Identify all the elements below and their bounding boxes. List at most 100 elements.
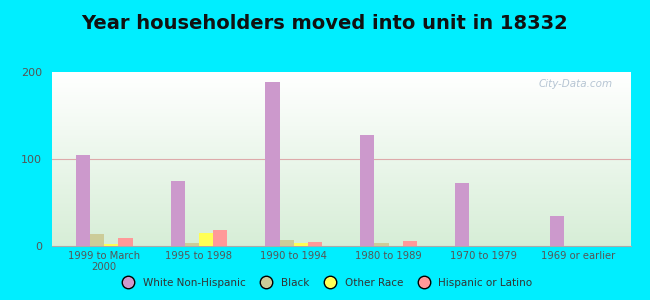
Bar [52,172,630,173]
Bar [52,82,630,83]
Bar [52,204,630,205]
Bar [52,165,630,166]
Bar [294,243,308,246]
Bar [52,105,630,106]
Bar [52,142,630,143]
Bar [90,234,104,246]
Bar [52,115,630,116]
Bar [52,146,630,147]
Bar [52,230,630,231]
Bar [104,244,118,246]
Bar [52,168,630,169]
Bar [52,190,630,191]
Bar [52,92,630,93]
Bar [52,231,630,232]
Bar [52,144,630,145]
Bar [52,78,630,79]
Bar [52,191,630,192]
Bar [52,177,630,178]
Bar [52,196,630,197]
Bar [52,116,630,117]
Bar [52,96,630,97]
Bar [52,134,630,135]
Bar [75,155,90,246]
Bar [52,126,630,127]
Bar [52,175,630,176]
Bar [52,187,630,188]
Bar [52,131,630,132]
Bar [52,209,630,210]
Bar [52,99,630,100]
Bar [52,85,630,86]
Bar [52,166,630,167]
Bar [52,125,630,126]
Bar [52,98,630,99]
Bar [52,219,630,220]
Bar [52,140,630,141]
Bar [52,118,630,119]
Bar [52,163,630,164]
Bar [52,97,630,98]
Bar [52,114,630,115]
Bar [52,234,630,235]
Bar [52,243,630,244]
Bar [455,183,469,246]
Bar [52,173,630,174]
Bar [52,160,630,161]
Bar [52,170,630,171]
Bar [52,164,630,165]
Bar [52,202,630,203]
Bar [52,82,630,83]
Bar [52,208,630,209]
Bar [52,229,630,230]
Bar [52,83,630,84]
Bar [52,91,630,92]
Bar [52,201,630,202]
Bar [52,226,630,227]
Bar [52,75,630,76]
Bar [52,121,630,122]
Bar [52,224,630,225]
Bar [52,153,630,154]
Bar [52,195,630,196]
Bar [52,113,630,114]
Bar [52,225,630,226]
Bar [52,198,630,199]
Bar [52,227,630,228]
Bar [52,106,630,107]
Bar [52,197,630,198]
Bar [374,243,389,246]
Bar [52,132,630,133]
Bar [52,215,630,216]
Bar [52,183,630,184]
Bar [52,109,630,110]
Bar [52,136,630,137]
Bar [52,151,630,152]
Bar [308,242,322,246]
Bar [52,205,630,206]
Bar [52,210,630,211]
Bar [52,73,630,74]
Bar [52,119,630,120]
Bar [52,222,630,223]
Text: Year householders moved into unit in 18332: Year householders moved into unit in 183… [82,14,568,33]
Bar [52,138,630,139]
Bar [52,80,630,81]
Bar [52,206,630,207]
Bar [52,238,630,239]
Bar [118,238,133,246]
Text: City-Data.com: City-Data.com [539,79,613,89]
Bar [52,107,630,108]
Bar [52,101,630,102]
Bar [52,154,630,155]
Bar [52,212,630,213]
Bar [52,176,630,177]
Bar [52,104,630,105]
Bar [52,124,630,125]
Bar [52,150,630,151]
Bar [403,241,417,246]
Bar [52,130,630,131]
Bar [52,79,630,80]
Bar [52,169,630,170]
Bar [52,223,630,224]
